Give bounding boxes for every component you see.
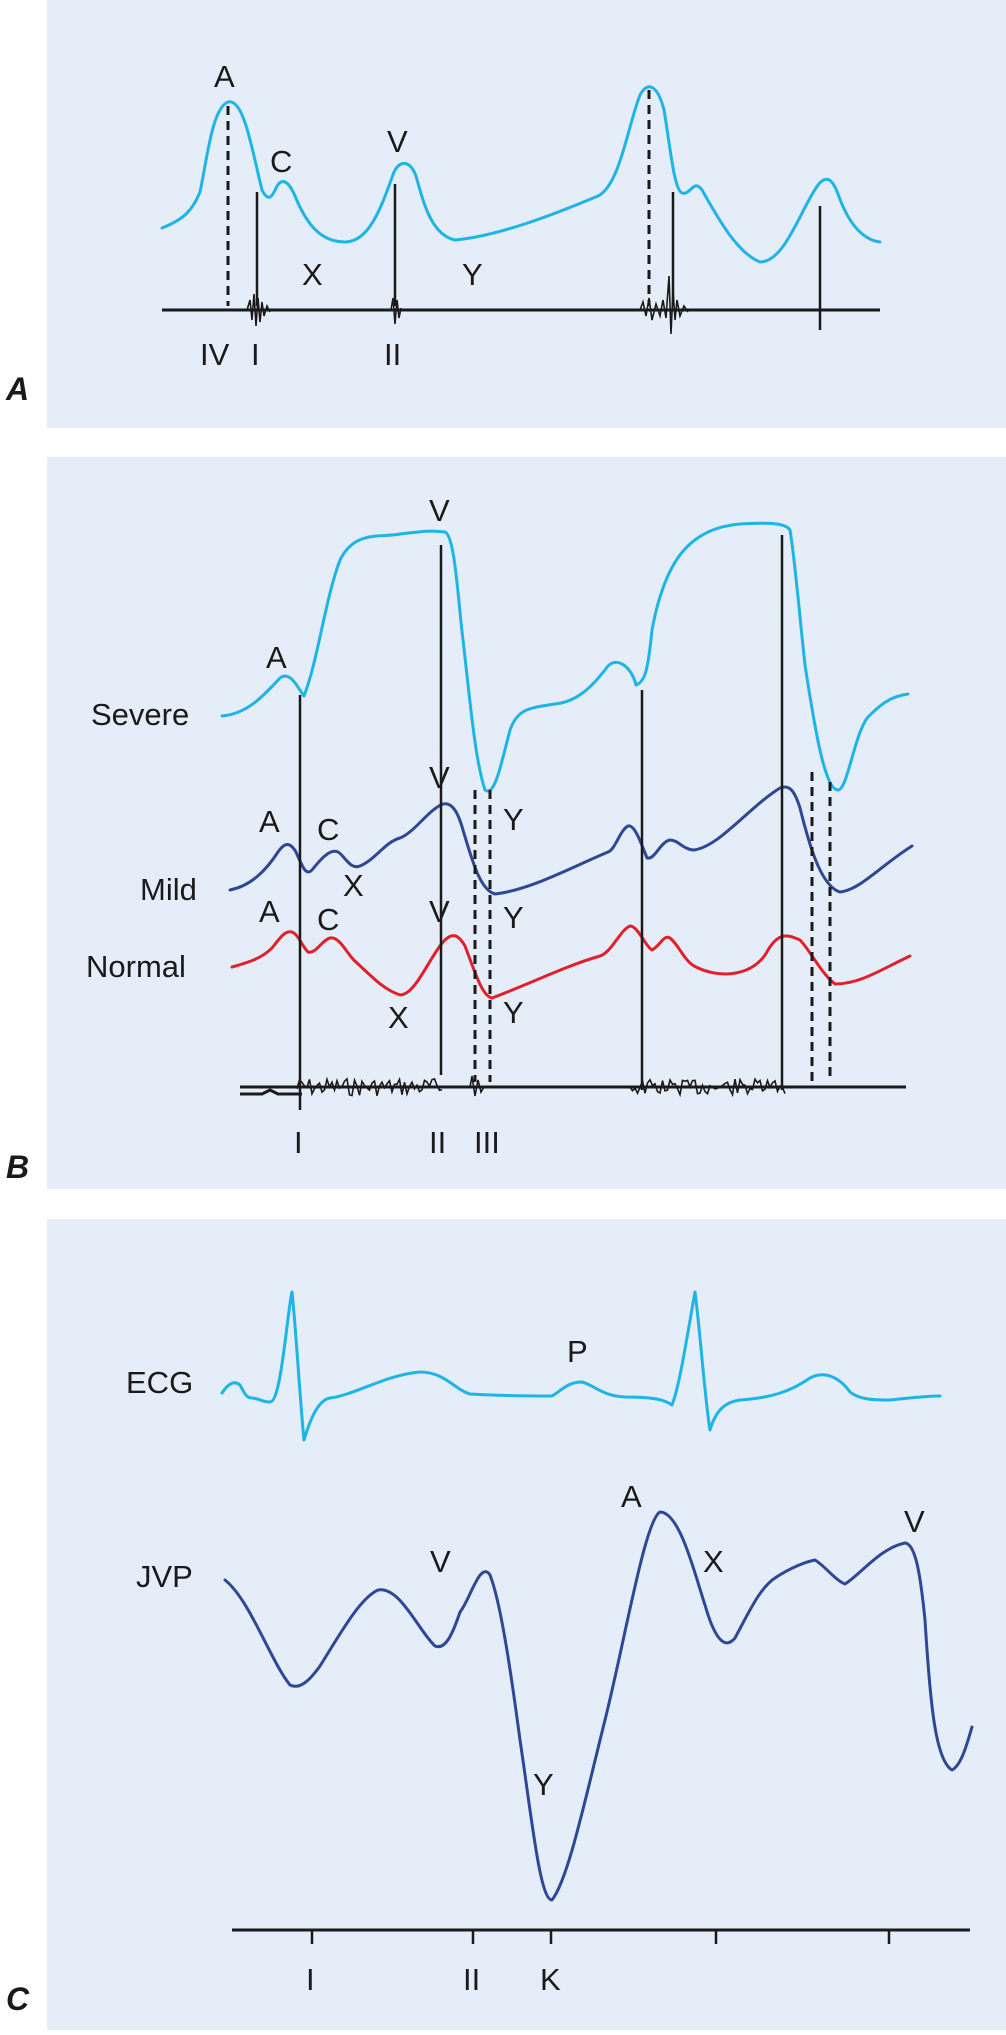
mild-wave-c: C (317, 812, 339, 847)
severe-wave-a: A (266, 640, 287, 675)
panel-a-wave-y: Y (462, 257, 483, 292)
mild-wave-x: X (343, 868, 364, 903)
normal-wave-x: X (388, 1000, 409, 1035)
panel-b-sound-i: I (294, 1125, 303, 1160)
panel-a-pressure-trace (160, 85, 882, 264)
panel-c-label-ii: II (463, 1962, 480, 1997)
mild-trace (228, 785, 914, 896)
panel-a-wave-c: C (270, 144, 292, 179)
panel-c: C ECG JVP P V Y A X V I II K (6, 1219, 1006, 2030)
ecg-trace (220, 1290, 942, 1442)
jvp-trace (223, 1510, 974, 1902)
normal-wave-v: V (429, 894, 450, 929)
panel-a-sound-i: I (251, 337, 260, 372)
trace-label-jvp: JVP (136, 1559, 193, 1594)
panel-a: A A C V X Y IV I II (5, 0, 1006, 428)
panel-c-label: C (6, 1981, 30, 2017)
mild-wave-v: V (429, 760, 450, 795)
panel-a-heart-sound-s1 (246, 293, 271, 327)
jvp-wave-x: X (703, 1544, 724, 1579)
ecg-wave-p: P (567, 1334, 588, 1369)
panel-b-sound-iii: III (474, 1125, 500, 1160)
panel-a-wave-x: X (302, 257, 323, 292)
panel-b-heart-sound-noise-1 (291, 1076, 443, 1097)
panel-a-background (47, 0, 1006, 428)
jvp-wave-v-2: V (904, 1504, 925, 1539)
panel-a-sound-iv: IV (200, 337, 230, 372)
panel-a-wave-a: A (214, 59, 235, 94)
normal-wave-c: C (317, 902, 339, 937)
panel-c-label-i: I (306, 1962, 315, 1997)
panel-c-background (47, 1219, 1006, 2030)
panel-b-baseline-offset (240, 1088, 302, 1096)
normal-trace (230, 924, 912, 1000)
panel-c-label-k: K (540, 1962, 561, 1997)
trace-label-ecg: ECG (126, 1365, 193, 1400)
trace-label-normal: Normal (86, 949, 186, 984)
mild-wave-a: A (259, 804, 280, 839)
jvp-wave-a: A (621, 1479, 642, 1514)
panel-a-label: A (5, 371, 29, 407)
panel-b-label: B (6, 1149, 29, 1185)
severe-trace (220, 521, 910, 793)
mild-wave-y: Y (503, 900, 524, 935)
severe-wave-y: Y (503, 802, 524, 837)
panel-a-heart-sound-s1-2 (639, 275, 689, 335)
panel-b-heart-sound-noise-2 (629, 1077, 786, 1098)
jvp-wave-y: Y (533, 1767, 554, 1802)
severe-wave-v: V (429, 493, 450, 528)
panel-b-background (47, 457, 1006, 1189)
jvp-wave-v-1: V (430, 1544, 451, 1579)
panel-b: B Severe Mild Normal A V Y A C V X Y A C (6, 457, 1006, 1189)
trace-label-severe: Severe (91, 697, 189, 732)
panel-a-sound-ii: II (384, 337, 401, 372)
panel-b-heart-sound-s3 (469, 1075, 485, 1097)
panel-a-heart-sound-s2 (390, 297, 402, 325)
panel-a-wave-v: V (387, 124, 408, 159)
normal-wave-a: A (259, 894, 280, 929)
panel-b-sound-ii: II (429, 1125, 446, 1160)
normal-wave-y: Y (503, 995, 524, 1030)
trace-label-mild: Mild (140, 872, 197, 907)
